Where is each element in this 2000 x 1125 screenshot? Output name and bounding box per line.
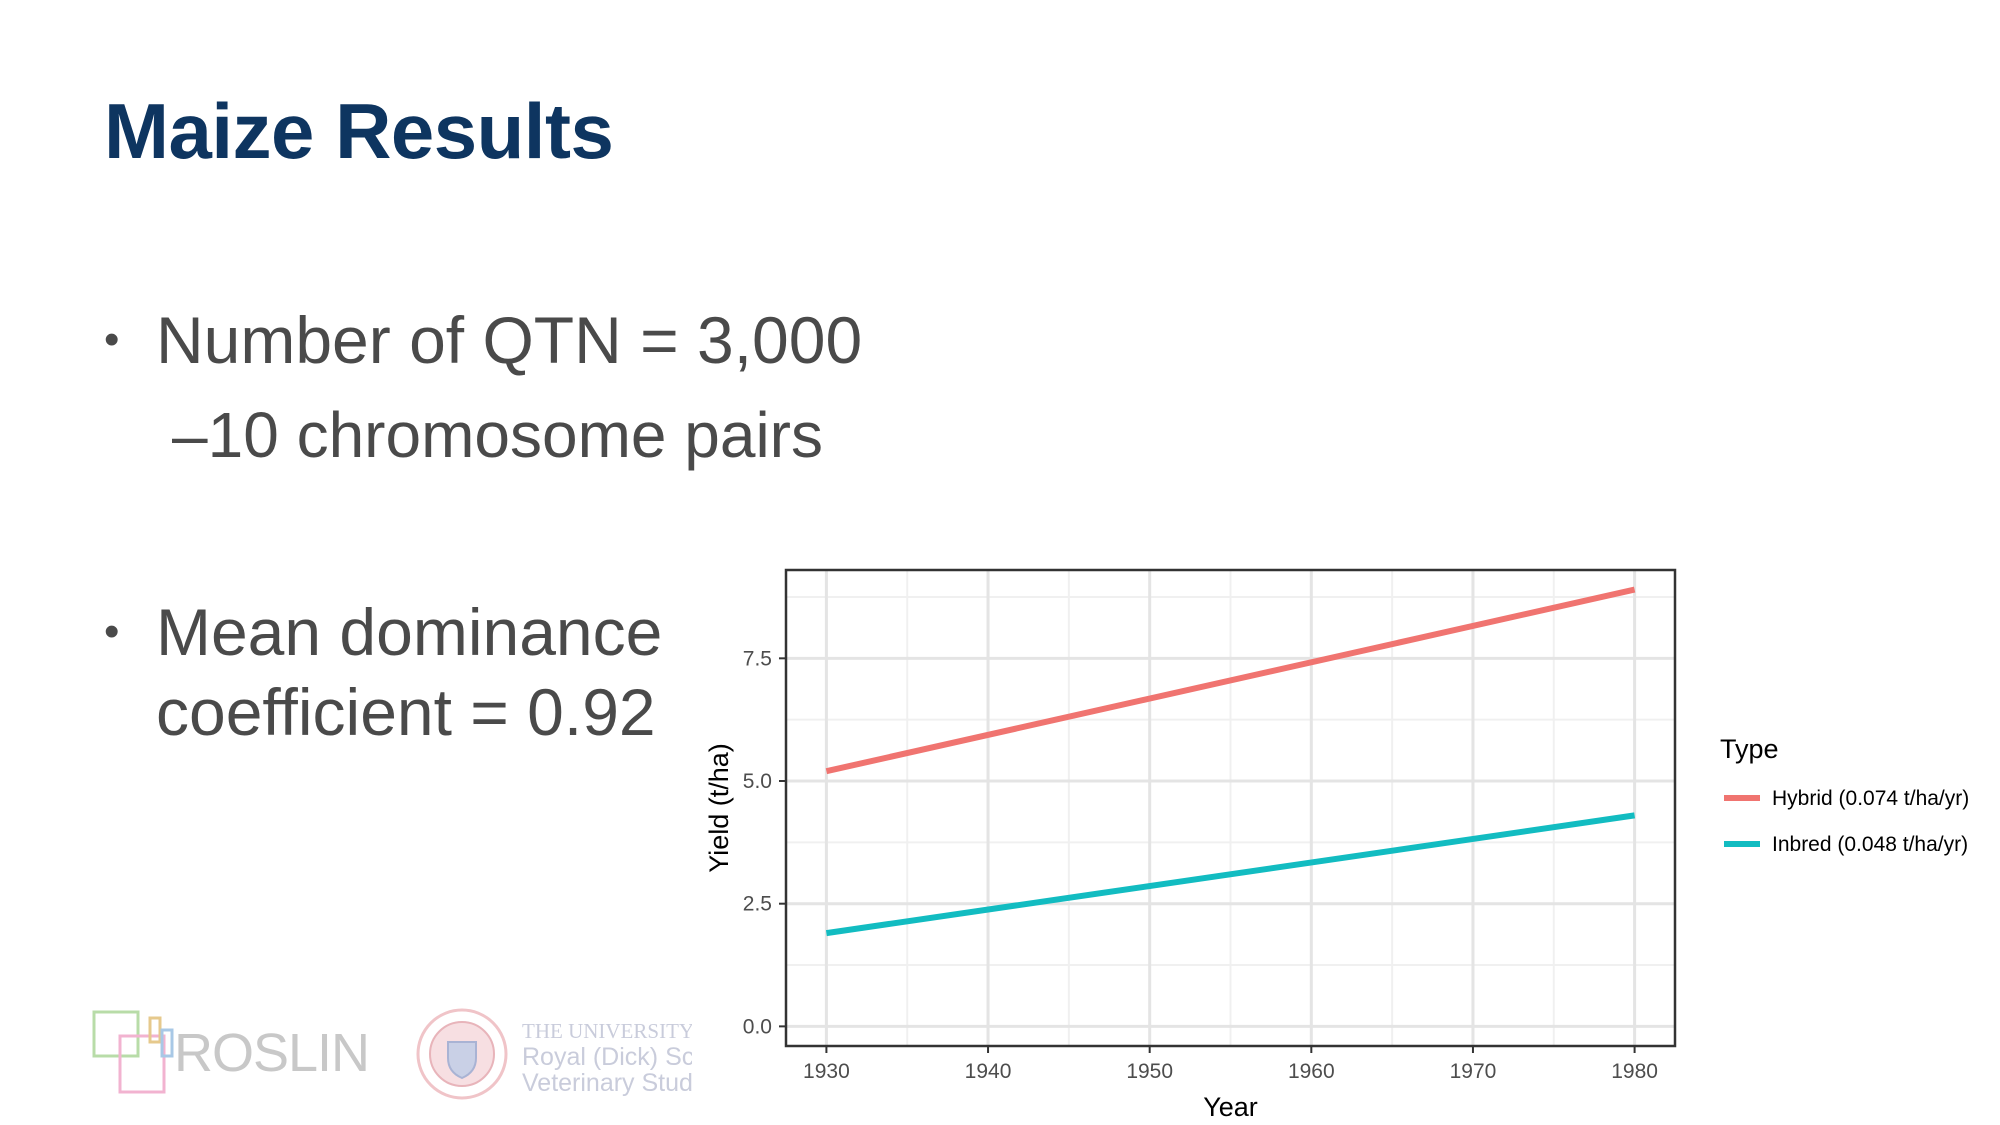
university-line-1: THE UNIVERSITY bbox=[522, 1019, 692, 1043]
university-logo-text: THE UNIVERSITY Royal (Dick) Sc Veterinar… bbox=[522, 1018, 692, 1096]
y-tick-label: 0.0 bbox=[743, 1015, 772, 1038]
bullet-dot-icon: • bbox=[104, 315, 120, 364]
bullet-dot-icon: • bbox=[104, 607, 120, 656]
sub-bullet-chromosomes: –10 chromosome pairs bbox=[172, 399, 823, 471]
legend-label-1: Inbred (0.048 t/ha/yr) bbox=[1772, 833, 1968, 856]
x-tick-label: 1940 bbox=[965, 1060, 1012, 1083]
series-line-0 bbox=[825, 586, 1636, 775]
plot-border bbox=[784, 568, 1677, 1048]
roslin-logo-icon bbox=[92, 1010, 174, 1094]
y-tick-label: 7.5 bbox=[743, 647, 772, 670]
slide-title: Maize Results bbox=[104, 87, 614, 175]
series-line-1 bbox=[825, 812, 1636, 937]
y-tick-label: 2.5 bbox=[743, 893, 772, 916]
x-tick-label: 1930 bbox=[803, 1060, 850, 1083]
x-tick-label: 1960 bbox=[1288, 1060, 1335, 1083]
university-line-3: Veterinary Stud bbox=[522, 1069, 692, 1096]
footer-logos: ROSLIN THE UNIVERSITY Royal (Dick) Sc Ve… bbox=[86, 1000, 692, 1110]
yield-chart: 1930 1940 1950 1960 1970 1980 0.0 2.5 5.0 7.5 Year… bbox=[704, 568, 1969, 1120]
y-axis-title: Yield (t/ha) bbox=[704, 743, 734, 873]
university-line-2: Royal (Dick) Sc bbox=[522, 1043, 692, 1071]
university-crest-icon bbox=[416, 1008, 508, 1100]
roslin-logo-text: ROSLIN bbox=[174, 1023, 370, 1083]
x-tick-label: 1980 bbox=[1611, 1060, 1658, 1083]
legend-title: Type bbox=[1720, 734, 1779, 764]
x-axis-title: Year bbox=[1203, 1092, 1258, 1120]
y-tick-label: 5.0 bbox=[743, 770, 772, 793]
bullet-dominance-line1: Mean dominance bbox=[156, 595, 663, 669]
bullet-dominance: • Mean dominance coefficient = 0.92 bbox=[104, 592, 663, 752]
x-tick-label: 1950 bbox=[1126, 1060, 1173, 1083]
bullet-qtn: • Number of QTN = 3,000 bbox=[104, 300, 863, 380]
bullet-qtn-text: Number of QTN = 3,000 bbox=[156, 303, 863, 377]
bullet-dominance-line2: coefficient = 0.92 bbox=[156, 675, 656, 749]
x-tick-label: 1970 bbox=[1450, 1060, 1497, 1083]
legend-label-0: Hybrid (0.074 t/ha/yr) bbox=[1772, 787, 1969, 810]
